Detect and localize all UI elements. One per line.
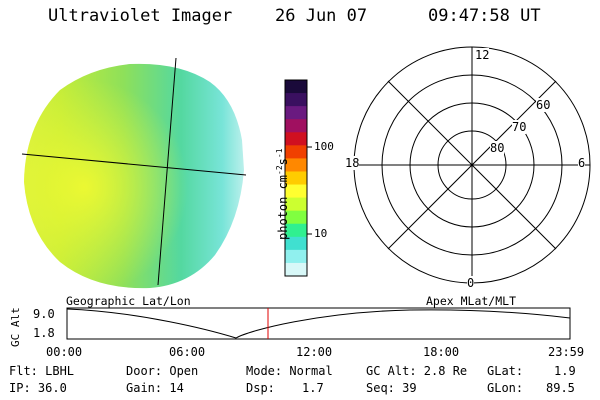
dsp-label: Dsp: (246, 381, 275, 395)
mlat-label-70: 70 (512, 120, 527, 134)
x-tick-1200: 12:00 (296, 345, 333, 359)
colorbar-segment (285, 262, 307, 277)
mlt-label-6: 6 (578, 156, 586, 170)
colorbar-segment (285, 223, 307, 238)
colorbar-segment (285, 80, 307, 94)
mode-value: Mode: Normal (246, 364, 333, 378)
apex-label: Apex MLat/MLT (426, 294, 517, 308)
door-status: Door: Open (126, 364, 199, 378)
colorbar-tick-10: 10 (314, 227, 328, 240)
x-tick-1800: 18:00 (423, 345, 460, 359)
filter-value: Flt: LBHL (9, 364, 75, 378)
glon-value: 89.5 (546, 381, 575, 395)
gc-alt-value: GC Alt: 2.8 Re (366, 364, 468, 378)
colorbar-segment (285, 249, 307, 264)
colorbar-tick-100: 100 (314, 140, 334, 153)
colorbar-segment (285, 197, 307, 212)
glon-label: GLon: (487, 381, 524, 395)
x-tick-2359: 23:59 (548, 345, 585, 359)
colorbar-segment (285, 158, 307, 172)
y-tick-1-8: 1.8 (33, 326, 55, 340)
x-tick-0600: 06:00 (169, 345, 206, 359)
mlat-label-80: 80 (490, 141, 505, 155)
geographic-label: Geographic Lat/Lon (66, 294, 191, 308)
colorbar-segment (285, 210, 307, 225)
seq-value: Seq: 39 (366, 381, 417, 395)
colorbar-segment (285, 236, 307, 251)
colorbar-segment (285, 93, 307, 107)
mlt-label-0: 0 (467, 276, 475, 290)
glat-value: 1.9 (554, 364, 576, 378)
glat-label: GLat: (487, 364, 524, 378)
mlt-label-12: 12 (475, 48, 490, 62)
mlat-label-60: 60 (536, 98, 551, 112)
dsp-value: 1.7 (302, 381, 324, 395)
y-tick-9: 9.0 (33, 307, 55, 321)
colorbar-segment (285, 171, 307, 186)
colorbar-segment (285, 145, 307, 159)
date-label: 26 Jun 07 (275, 6, 368, 26)
mlt-label-18: 18 (345, 156, 360, 170)
ip-value: IP: 36.0 (9, 381, 67, 395)
colorbar-segment (285, 119, 307, 133)
gain-value: Gain: 14 (126, 381, 184, 395)
colorbar-segment (285, 184, 307, 199)
colorbar-segment (285, 106, 307, 120)
colorbar-segment (285, 132, 307, 146)
instrument-title: Ultraviolet Imager (48, 6, 233, 26)
x-tick-0000: 00:00 (46, 345, 83, 359)
time-label: 09:47:58 UT (428, 6, 541, 26)
